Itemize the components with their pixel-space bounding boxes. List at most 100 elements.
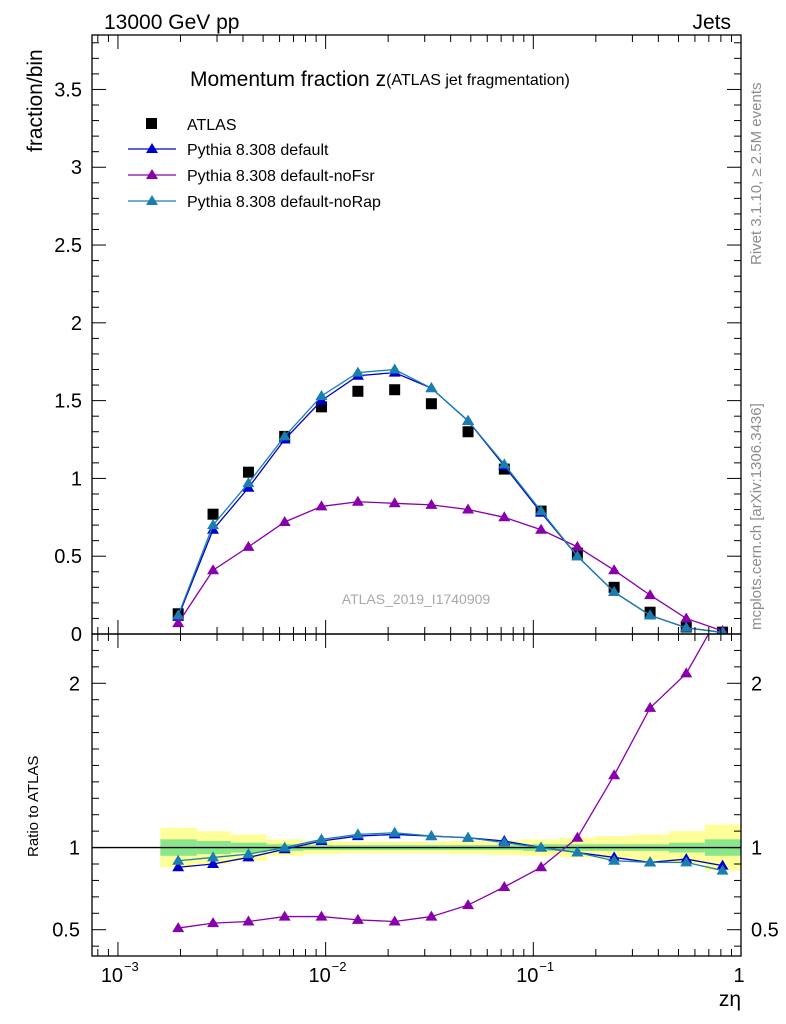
data-point-pythia-8-308-default-norap (242, 477, 255, 488)
ratio-point-pythia-8-308-default-nofsr (207, 917, 220, 928)
ratio-point-pythia-8-308-default-norap (644, 856, 657, 867)
data-point-pythia-8-308-default-norap (608, 585, 621, 596)
data-point-pythia-8-308-default-nofsr (680, 612, 693, 623)
x-tick-label-exponent: −2 (332, 959, 347, 974)
chart-title-suffix: (ATLAS jet fragmentation) (386, 72, 570, 89)
header-energy-label: 13000 GeV pp (104, 11, 239, 34)
data-point-pythia-8-308-default-nofsr (571, 540, 584, 551)
data-point-pythia-8-308-default-norap (644, 609, 657, 620)
ratio-point-pythia-8-308-default-norap (571, 846, 584, 857)
legend-label-pythia-norap: Pythia 8.308 default-noRap (187, 194, 381, 211)
legend-entry-atlas: ATLAS (146, 117, 237, 134)
ratio-point-pythia-8-308-default-norap (716, 864, 729, 875)
ratio-point-pythia-8-308-default-norap (425, 830, 438, 841)
data-point-pythia-8-308-default-norap (315, 389, 328, 400)
data-point-atlas (242, 466, 254, 478)
ratio-point-pythia-8-308-default-nofsr (388, 915, 401, 926)
x-tick-label: 1 (733, 965, 744, 987)
data-point-pythia-8-308-default-norap (498, 458, 511, 469)
ratio-point-pythia-8-308-default-norap (535, 841, 548, 852)
legend-entry-pythia-nofsr: Pythia 8.308 default-noFsr (128, 168, 375, 185)
ratio-point-pythia-8-308-default-norap (315, 833, 328, 844)
ratio-line-pythia-8-308-default-norap (178, 832, 723, 872)
ratio-y-tick-label-right: 2 (751, 673, 762, 695)
ratio-point-pythia-8-308-default-norap (388, 826, 401, 837)
ratio-point-pythia-8-308-default-nofsr (462, 899, 475, 910)
ratio-y-tick-label: 2 (69, 673, 80, 695)
data-point-pythia-8-308-default-norap (571, 550, 584, 561)
main-panel: 0 0.5 1 1.5 2 2.5 3 3.5 fraction/bin Momentum f… (24, 34, 742, 646)
ratio-point-pythia-8-308-default-norap (278, 841, 291, 852)
x-axis-label: zη (719, 988, 741, 1011)
ratio-y-tick-label: 1 (69, 838, 80, 860)
ratio-point-pythia-8-308-default-nofsr (717, 603, 729, 613)
data-point-pythia-8-308-default-nofsr (315, 500, 328, 511)
chart-title: Momentum fraction z(ATLAS jet fragmentat… (190, 68, 570, 91)
legend-label-pythia-nofsr: Pythia 8.308 default-noFsr (187, 168, 375, 185)
ratio-panel: 10 −3 10 −2 10 −1 10.5 0.51 12 2 Ratio to ATLAS z… (25, 603, 779, 1011)
data-point-atlas (315, 401, 327, 413)
main-y-tick-label: 0.5 (54, 546, 82, 568)
ratio-point-pythia-8-308-default-nofsr (571, 831, 584, 842)
ratio-point-pythia-8-308-default-nofsr (608, 769, 621, 780)
data-point-pythia-8-308-default-norap (462, 414, 475, 425)
legend-marker-pythia-norap (146, 195, 158, 205)
legend-label-atlas: ATLAS (187, 117, 237, 134)
analysis-watermark: ATLAS_2019_I1740909 (342, 591, 491, 607)
data-point-pythia-8-308-default-nofsr (644, 589, 657, 600)
ratio-y-tick-label-right: 0.5 (751, 920, 779, 942)
legend-entry-pythia-default: Pythia 8.308 default (128, 142, 329, 159)
ratio-point-pythia-8-308-default-nofsr (425, 910, 438, 921)
data-point-pythia-8-308-default-nofsr (207, 564, 220, 575)
x-tick-label: 10 (101, 965, 123, 987)
ratio-point-pythia-8-308-default-nofsr (315, 910, 328, 921)
legend-marker-atlas (146, 118, 157, 129)
data-point-pythia-8-308-default-norap (535, 505, 548, 516)
x-tick-label-exponent: −1 (539, 959, 554, 974)
legend-marker-pythia-default (146, 143, 158, 153)
data-point-atlas (207, 508, 219, 520)
ratio-point-pythia-8-308-default-nofsr (242, 915, 255, 926)
ratio-point-pythia-8-308-default-norap (498, 836, 511, 847)
ratio-point-pythia-8-308-default-nofsr (498, 881, 511, 891)
main-y-axis-label: fraction/bin (24, 49, 47, 152)
ratio-point-pythia-8-308-default-norap (608, 854, 621, 865)
ratio-point-pythia-8-308-default-norap (462, 831, 475, 842)
data-point-pythia-8-308-default-nofsr (278, 515, 291, 526)
main-data-layer (172, 363, 729, 634)
ratio-point-pythia-8-308-default-norap (207, 851, 220, 862)
data-point-atlas (389, 384, 401, 396)
header-process-label: Jets (692, 11, 731, 34)
data-point-pythia-8-308-default-norap (425, 382, 438, 393)
ratio-point-pythia-8-308-default-nofsr (172, 922, 185, 933)
main-y-tick-label: 2 (71, 313, 82, 335)
ratio-point-pythia-8-308-default-nofsr (680, 667, 693, 678)
ratio-point-pythia-8-308-default-norap (172, 854, 185, 865)
main-y-tick-label: 3 (71, 157, 82, 179)
rivet-version-label: Rivet 3.1.10, ≥ 2.5M events (748, 83, 765, 266)
ratio-line-pythia-8-308-default-nofsr (178, 634, 710, 929)
series-line-pythia-8-308-default-nofsr (177, 501, 723, 632)
data-point-atlas (462, 426, 474, 438)
data-point-pythia-8-308-default-norap (388, 363, 401, 374)
data-point-pythia-8-308-default-nofsr (535, 523, 548, 534)
ratio-panel-frame (91, 633, 742, 957)
data-point-pythia-8-308-default-nofsr (462, 503, 475, 514)
ratio-point-pythia-8-308-default-nofsr (535, 861, 548, 872)
ratio-point-pythia-8-308-default-norap (351, 828, 364, 839)
data-point-pythia-8-308-default-norap (278, 430, 291, 441)
x-tick-label: 10 (309, 965, 331, 987)
ratio-point-pythia-8-308-default-norap (680, 856, 693, 867)
mcplots-source-label: mcplots.cern.ch [arXiv:1306.3436] (748, 403, 765, 630)
legend-marker-pythia-nofsr (146, 169, 158, 179)
data-point-atlas (425, 398, 437, 410)
ratio-data-layer (92, 603, 741, 933)
data-point-pythia-8-308-default-nofsr (608, 564, 621, 575)
ratio-point-pythia-8-308-default (207, 858, 220, 868)
data-point-pythia-8-308-default-nofsr (388, 497, 401, 508)
main-y-tick-label: 1 (71, 468, 82, 490)
data-point-pythia-8-308-default-nofsr (172, 617, 185, 628)
x-tick-label-exponent: −3 (124, 959, 139, 974)
ratio-point-pythia-8-308-default (172, 861, 185, 872)
